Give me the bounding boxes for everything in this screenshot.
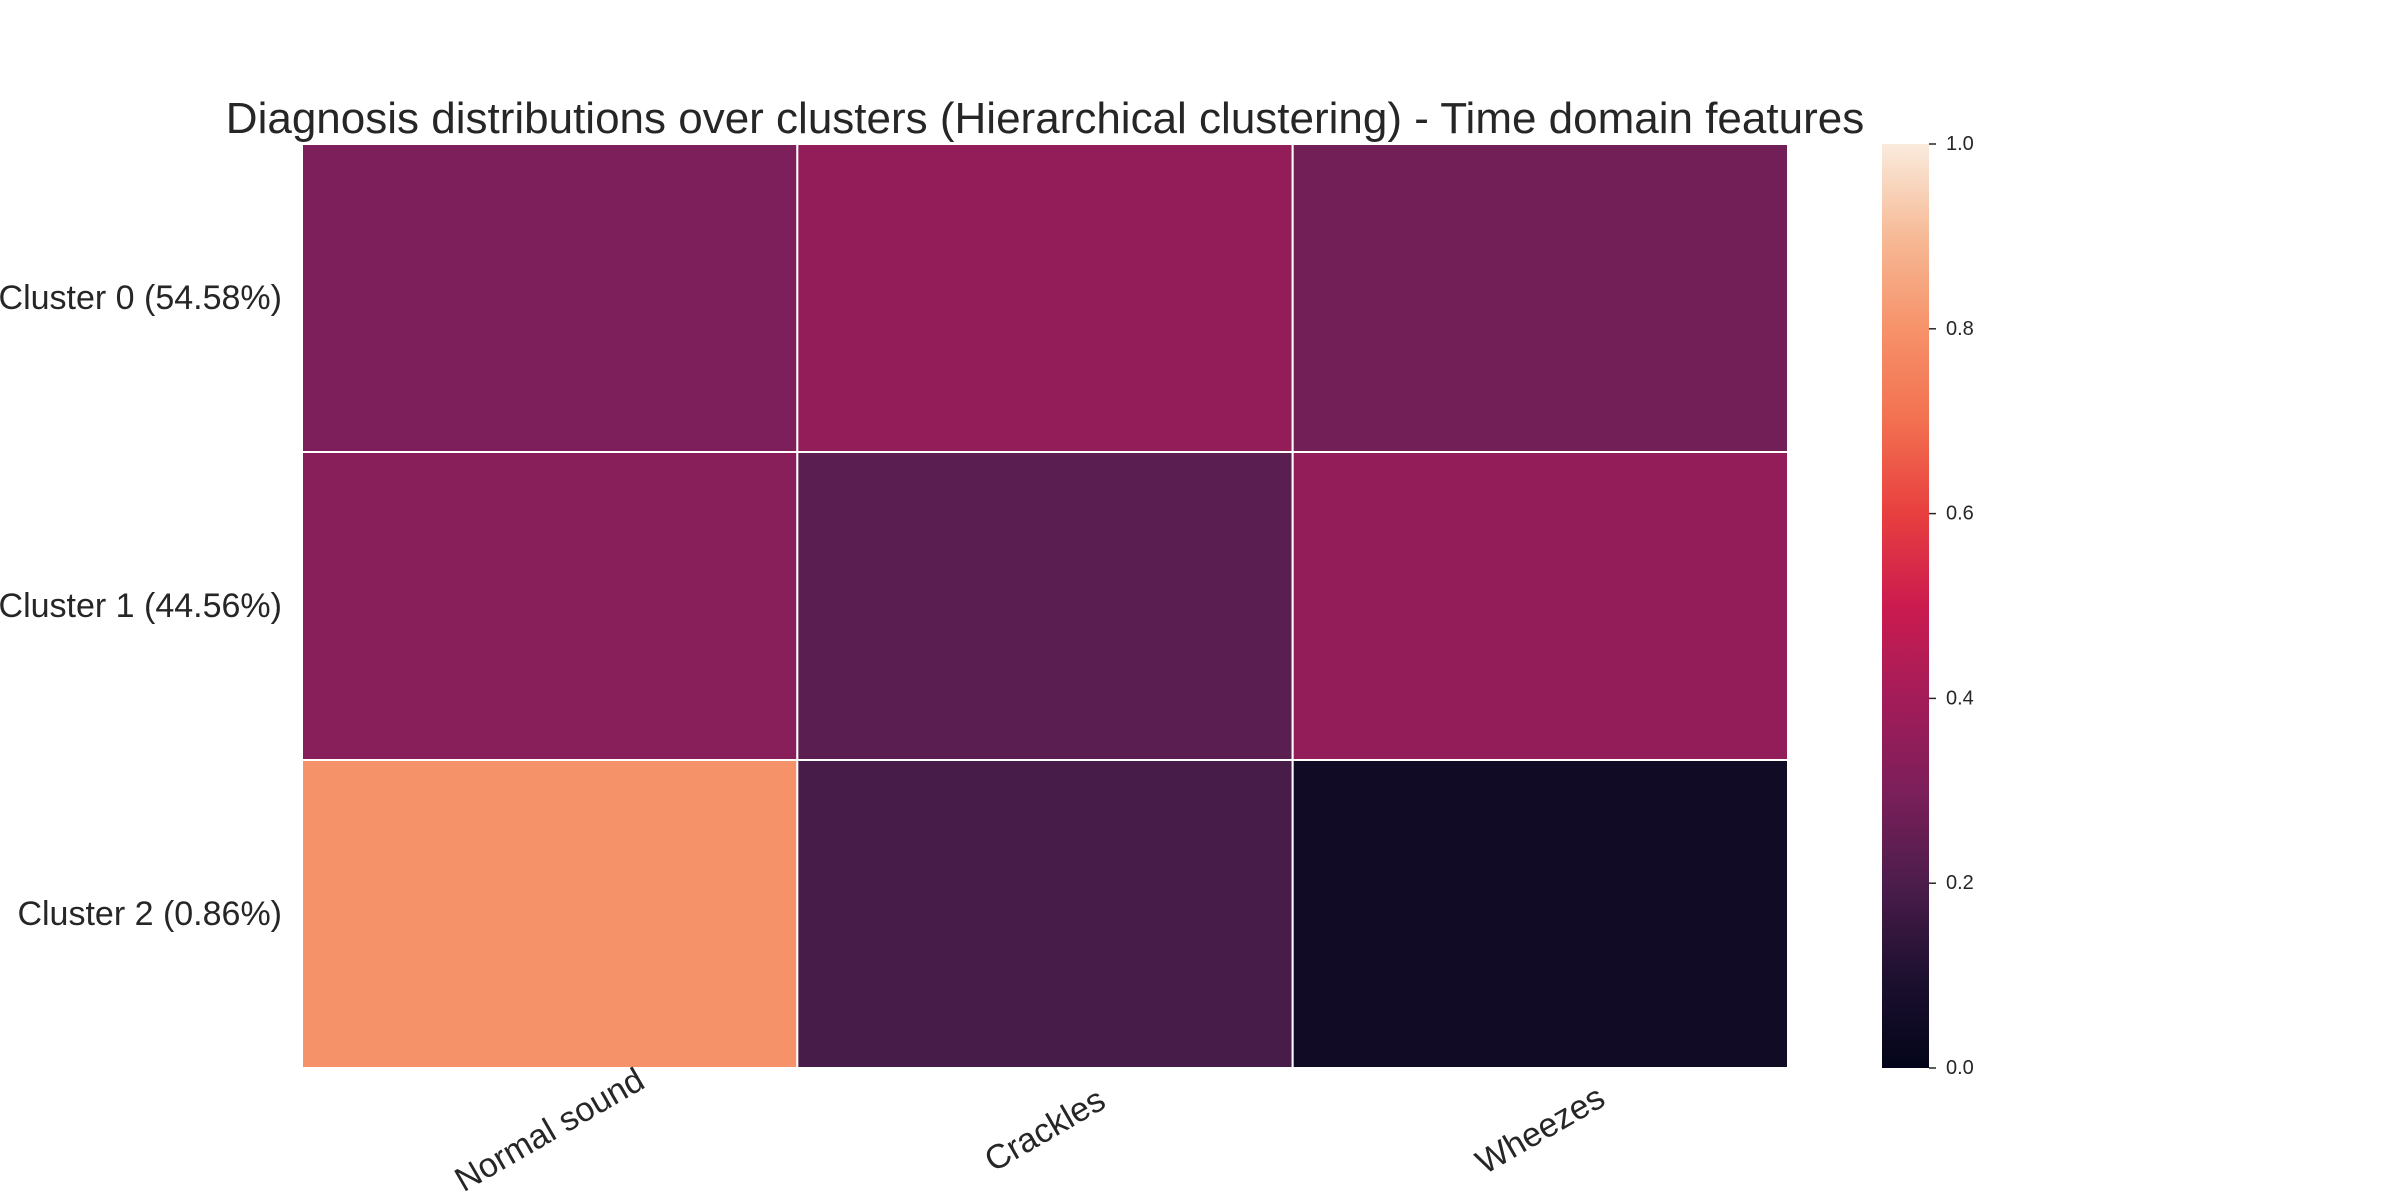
y-tick-label: Cluster 0 (54.58%) xyxy=(0,279,282,317)
colorbar-tick-label: 0.6 xyxy=(1946,503,1974,525)
colorbar-tick-label: 0.4 xyxy=(1946,687,1974,709)
x-tick-label: Crackles xyxy=(978,1080,1112,1179)
chart-title: Diagnosis distributions over clusters (H… xyxy=(226,94,1864,143)
heatmap-cell xyxy=(1291,759,1789,1069)
heatmap-cell xyxy=(796,451,1294,761)
x-axis-tick-labels: Normal sound Crackles Wheezes xyxy=(449,1061,1612,1200)
y-axis-tick-labels: Cluster 0 (54.58%) Cluster 1 (44.56%) Clus… xyxy=(0,279,282,933)
y-tick-label: Cluster 2 (0.86%) xyxy=(17,895,282,933)
heatmap-cell xyxy=(1291,143,1789,453)
colorbar: 0.0 0.2 0.4 0.6 0.8 1.0 xyxy=(1882,133,1974,1079)
heatmap-cell xyxy=(301,451,799,761)
colorbar-tick-label: 0.8 xyxy=(1946,318,1974,340)
colorbar-tick-label: 0.0 xyxy=(1946,1057,1974,1079)
colorbar-ticks: 0.0 0.2 0.4 0.6 0.8 1.0 xyxy=(1929,133,1974,1079)
y-tick-label: Cluster 1 (44.56%) xyxy=(0,587,282,625)
x-tick-label: Normal sound xyxy=(449,1061,651,1200)
heatmap-cell xyxy=(301,143,799,453)
heatmap-cell xyxy=(796,143,1294,453)
colorbar-tick-label: 0.2 xyxy=(1946,872,1974,894)
x-tick-label: Wheezes xyxy=(1469,1078,1611,1182)
heatmap-cell xyxy=(796,759,1294,1069)
colorbar-tick-label: 1.0 xyxy=(1946,133,1974,155)
colorbar-gradient xyxy=(1882,144,1929,1068)
heatmap-cell xyxy=(301,759,799,1069)
heatmap-cells xyxy=(301,143,1789,1069)
heatmap-cell xyxy=(1291,451,1789,761)
